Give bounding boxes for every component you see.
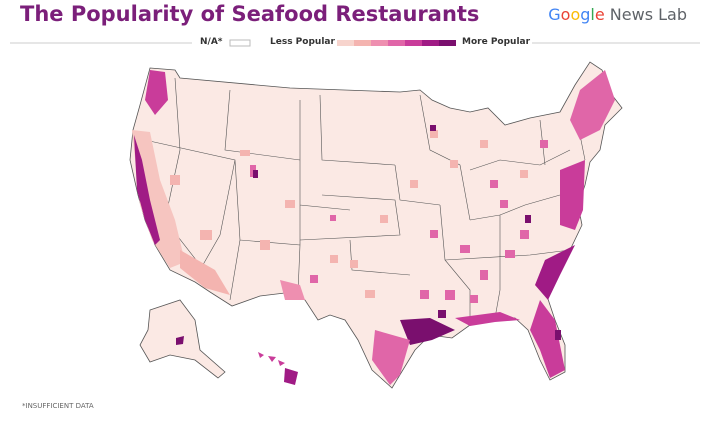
footnote: *INSUFFICIENT DATA bbox=[22, 402, 94, 410]
na-swatch bbox=[229, 39, 251, 47]
brand-letter: G bbox=[548, 5, 561, 24]
legend-high: More Popular bbox=[462, 37, 531, 47]
hawaii bbox=[258, 352, 298, 385]
legend-scale bbox=[337, 40, 456, 46]
brand-letter: l bbox=[590, 5, 595, 24]
brand-letter: o bbox=[560, 5, 571, 24]
brand-google: Google bbox=[548, 5, 604, 24]
legend-na: N/A* bbox=[200, 37, 223, 47]
brand-letter: o bbox=[570, 5, 581, 24]
brand-letter: g bbox=[580, 5, 591, 24]
title: The Popularity of Seafood Restaurants bbox=[20, 2, 480, 26]
brand-letter: e bbox=[594, 5, 605, 24]
us-map bbox=[129, 61, 623, 389]
legend-low: Less Popular bbox=[270, 37, 335, 47]
brand: Google News Lab bbox=[548, 5, 687, 24]
brand-rest: News Lab bbox=[609, 5, 687, 24]
